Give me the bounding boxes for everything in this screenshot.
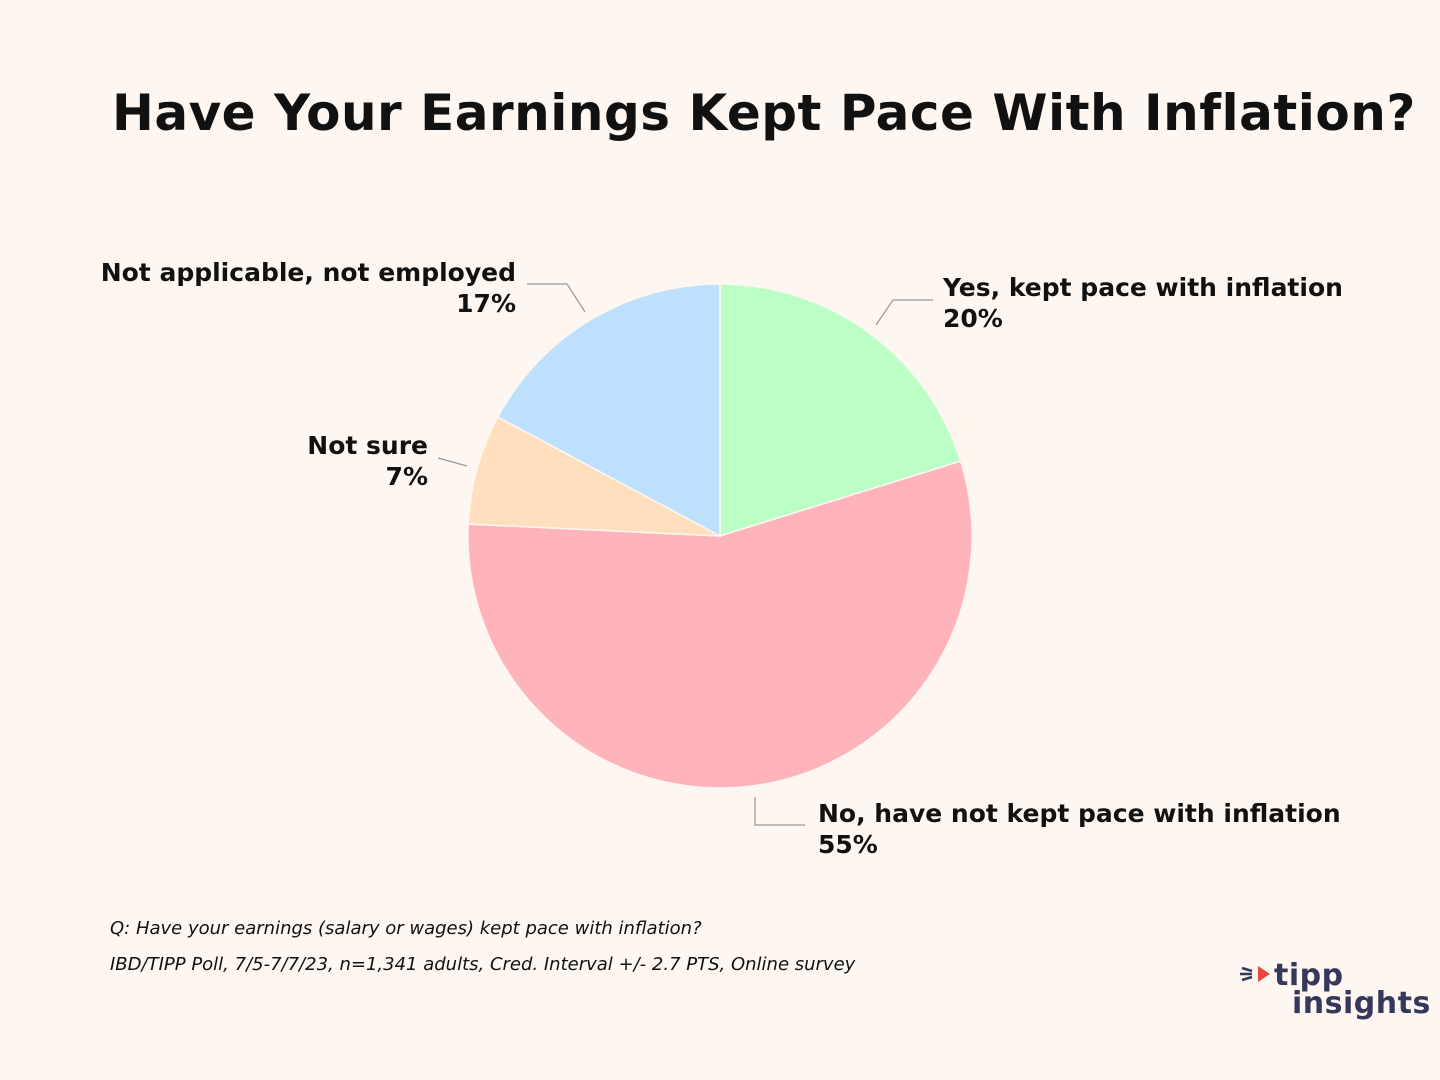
pie-slice-not-applicable bbox=[496, 283, 721, 538]
pie-slice-no bbox=[467, 460, 973, 789]
slice-label-not-applicable-value: 17% bbox=[456, 289, 516, 318]
chart-title: Have Your Earnings Kept Pace With Inflat… bbox=[112, 84, 1416, 142]
leader-line-no bbox=[754, 797, 805, 826]
slice-label-no-name: No, have not kept pace with inflation bbox=[818, 799, 1341, 828]
logo-mark-icon bbox=[1240, 966, 1270, 982]
slice-label-no: No, have not kept pace with inflation 55… bbox=[818, 798, 1341, 860]
pie-slice-yes bbox=[719, 283, 962, 538]
slice-label-yes: Yes, kept pace with inflation 20% bbox=[943, 272, 1343, 334]
survey-source: IBD/TIPP Poll, 7/5-7/7/23, n=1,341 adult… bbox=[110, 954, 856, 975]
leader-line-not-sure bbox=[437, 457, 468, 467]
tipp-insights-logo: tipp insights bbox=[1240, 958, 1430, 1028]
slice-label-yes-value: 20% bbox=[943, 304, 1003, 333]
slice-label-yes-name: Yes, kept pace with inflation bbox=[943, 273, 1343, 302]
logo-text-insights: insights bbox=[1292, 986, 1431, 1021]
leader-line-yes bbox=[875, 299, 933, 326]
slice-label-not-sure: Not sure 7% bbox=[307, 430, 428, 492]
pie-slice-not-sure bbox=[467, 415, 721, 537]
slice-label-no-value: 55% bbox=[818, 830, 878, 859]
slice-label-not-applicable: Not applicable, not employed 17% bbox=[101, 257, 516, 319]
slice-label-not-applicable-name: Not applicable, not employed bbox=[100, 258, 516, 287]
logo-text-tipp: tipp bbox=[1274, 958, 1344, 993]
slice-label-not-sure-name: Not sure bbox=[307, 431, 428, 460]
slice-label-not-sure-value: 7% bbox=[385, 462, 428, 491]
survey-question: Q: Have your earnings (salary or wages) … bbox=[110, 918, 702, 939]
leader-line-not-applicable bbox=[527, 283, 586, 313]
